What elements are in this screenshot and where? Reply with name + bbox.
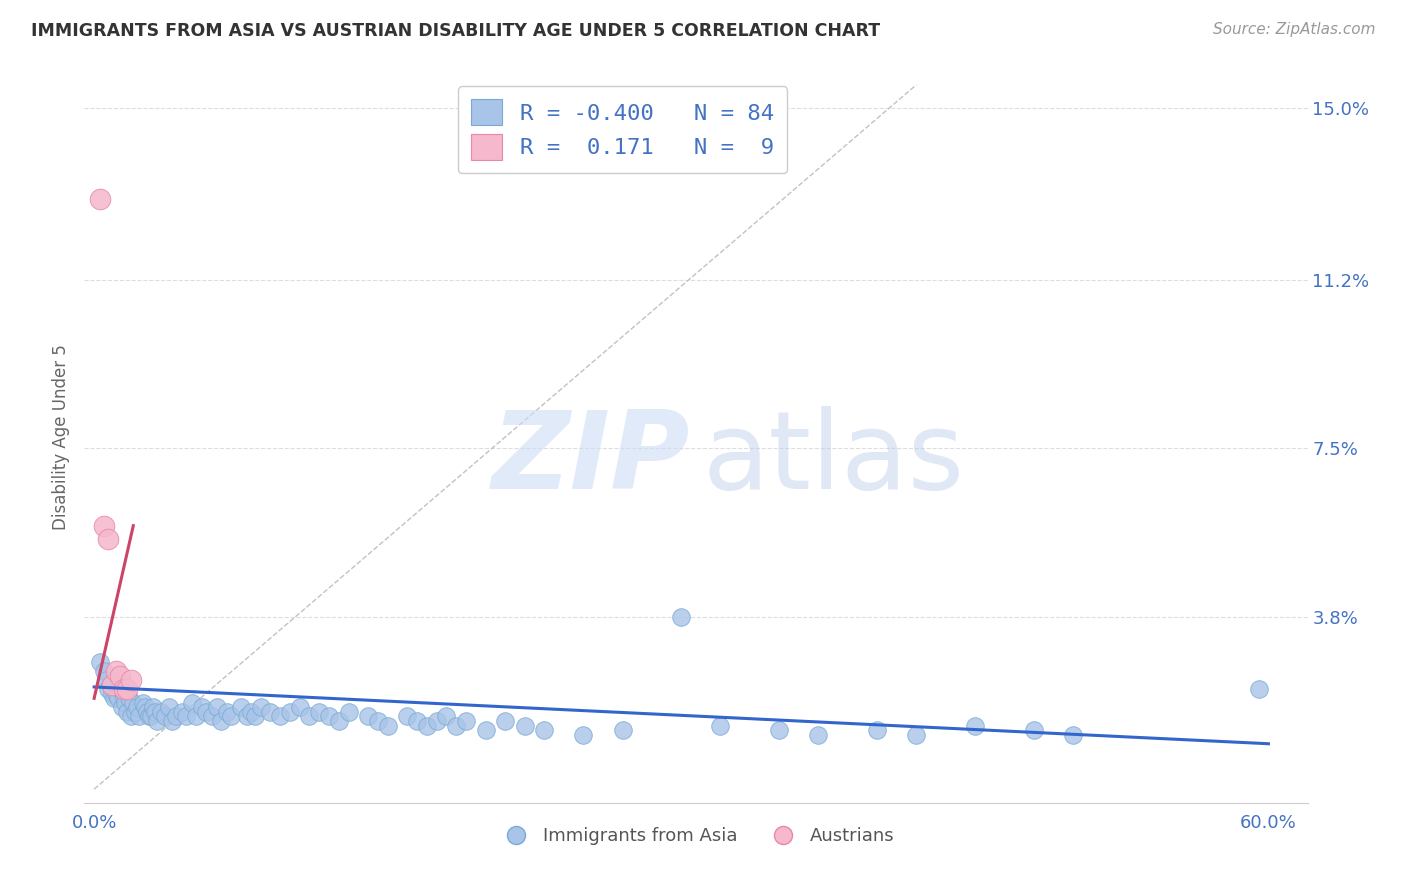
- Point: [219, 709, 242, 723]
- Point: [149, 705, 172, 719]
- Point: [768, 723, 790, 738]
- Point: [357, 709, 380, 723]
- Point: [474, 723, 496, 738]
- Point: [367, 714, 389, 728]
- Point: [93, 518, 115, 533]
- Point: [377, 718, 399, 732]
- Point: [117, 705, 139, 719]
- Point: [110, 700, 132, 714]
- Point: [181, 696, 204, 710]
- Point: [136, 705, 159, 719]
- Point: [124, 705, 146, 719]
- Point: [318, 709, 340, 723]
- Point: [807, 728, 830, 742]
- Point: [89, 655, 111, 669]
- Point: [103, 691, 125, 706]
- Point: [513, 718, 536, 732]
- Point: [114, 696, 136, 710]
- Point: [138, 709, 160, 723]
- Point: [236, 709, 259, 723]
- Point: [239, 705, 262, 719]
- Point: [207, 700, 229, 714]
- Point: [454, 714, 477, 728]
- Point: [416, 718, 439, 732]
- Point: [1247, 682, 1270, 697]
- Point: [288, 700, 311, 714]
- Point: [153, 709, 176, 723]
- Point: [157, 700, 180, 714]
- Point: [259, 705, 281, 719]
- Point: [165, 709, 187, 723]
- Point: [963, 718, 986, 732]
- Point: [98, 678, 121, 692]
- Point: [134, 700, 156, 714]
- Point: [146, 714, 169, 728]
- Point: [533, 723, 555, 738]
- Point: [671, 609, 693, 624]
- Point: [217, 705, 239, 719]
- Point: [612, 723, 634, 738]
- Point: [128, 709, 150, 723]
- Point: [328, 714, 350, 728]
- Legend: Immigrants from Asia, Austrians: Immigrants from Asia, Austrians: [491, 820, 901, 852]
- Point: [143, 705, 166, 719]
- Point: [426, 714, 449, 728]
- Point: [572, 728, 595, 742]
- Point: [308, 705, 330, 719]
- Text: IMMIGRANTS FROM ASIA VS AUSTRIAN DISABILITY AGE UNDER 5 CORRELATION CHART: IMMIGRANTS FROM ASIA VS AUSTRIAN DISABIL…: [31, 22, 880, 40]
- Point: [229, 700, 252, 714]
- Point: [127, 700, 149, 714]
- Point: [118, 691, 141, 706]
- Point: [120, 673, 142, 687]
- Point: [184, 709, 207, 723]
- Point: [243, 709, 266, 723]
- Point: [97, 533, 120, 547]
- Point: [104, 664, 127, 678]
- Point: [494, 714, 516, 728]
- Point: [107, 691, 129, 706]
- Text: atlas: atlas: [702, 406, 965, 512]
- Point: [200, 709, 222, 723]
- Point: [108, 682, 131, 697]
- Point: [112, 691, 135, 706]
- Point: [89, 192, 111, 206]
- Point: [406, 714, 429, 728]
- Point: [866, 723, 889, 738]
- Point: [905, 728, 928, 742]
- Point: [298, 709, 321, 723]
- Point: [194, 705, 217, 719]
- Point: [278, 705, 301, 719]
- Point: [117, 682, 139, 697]
- Point: [139, 709, 162, 723]
- Point: [122, 696, 145, 710]
- Point: [191, 700, 214, 714]
- Point: [174, 709, 197, 723]
- Point: [97, 682, 120, 697]
- Point: [396, 709, 419, 723]
- Point: [269, 709, 291, 723]
- Point: [142, 700, 165, 714]
- Point: [104, 687, 127, 701]
- Point: [108, 668, 131, 682]
- Point: [112, 682, 135, 697]
- Point: [1022, 723, 1045, 738]
- Y-axis label: Disability Age Under 5: Disability Age Under 5: [52, 344, 70, 530]
- Point: [337, 705, 360, 719]
- Point: [444, 718, 467, 732]
- Text: Source: ZipAtlas.com: Source: ZipAtlas.com: [1212, 22, 1375, 37]
- Point: [1062, 728, 1084, 742]
- Point: [172, 705, 194, 719]
- Point: [436, 709, 458, 723]
- Point: [249, 700, 271, 714]
- Text: ZIP: ZIP: [492, 406, 690, 512]
- Point: [709, 718, 731, 732]
- Point: [120, 709, 142, 723]
- Point: [94, 673, 117, 687]
- Point: [162, 714, 184, 728]
- Point: [93, 664, 115, 678]
- Point: [132, 696, 155, 710]
- Point: [100, 678, 122, 692]
- Point: [209, 714, 232, 728]
- Point: [100, 687, 122, 701]
